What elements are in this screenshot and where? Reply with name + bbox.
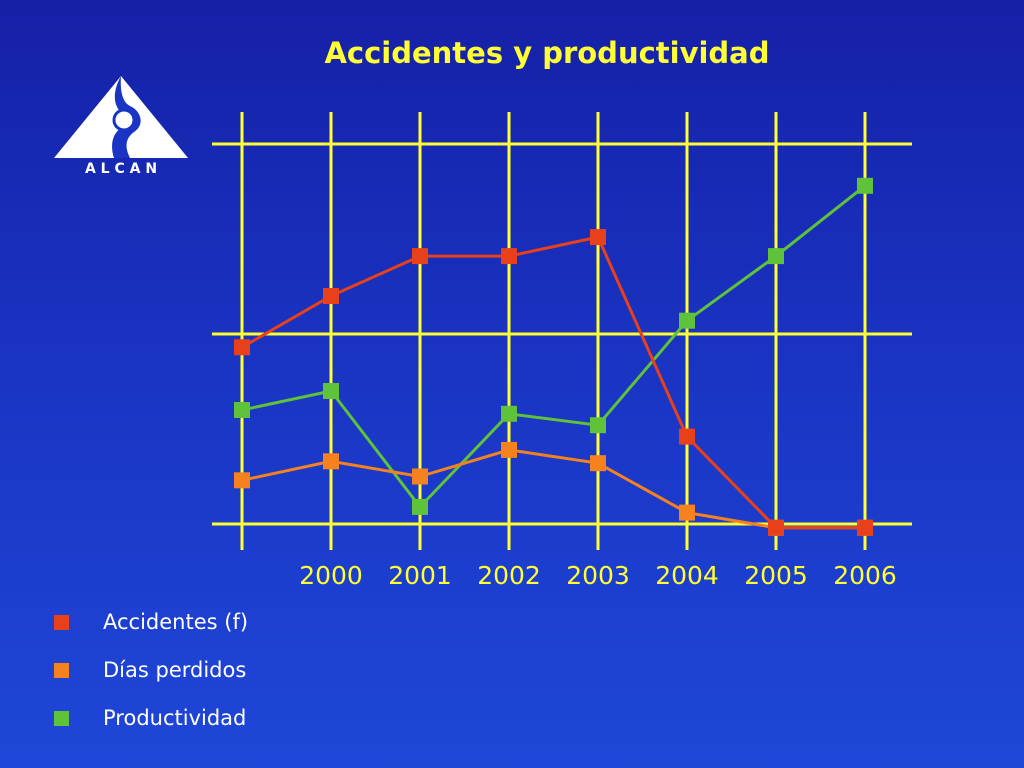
marker-productividad-2 bbox=[412, 498, 428, 515]
marker-dias_perdidos-1 bbox=[323, 453, 339, 470]
series-layer bbox=[234, 177, 873, 536]
legend-label: Días perdidos bbox=[103, 658, 247, 682]
marker-productividad-0 bbox=[234, 402, 250, 418]
marker-dias_perdidos-4 bbox=[590, 455, 606, 472]
legend-swatch-productividad bbox=[54, 710, 69, 726]
marker-dias_perdidos-2 bbox=[412, 468, 428, 485]
legend-item-productividad: Productividad bbox=[54, 694, 248, 742]
legend: Accidentes (f) Días perdidos Productivid… bbox=[54, 598, 248, 742]
marker-productividad-3 bbox=[501, 405, 517, 422]
series-line-productividad bbox=[241, 184, 866, 510]
marker-accidentes-0 bbox=[234, 339, 250, 356]
x-tick-label-2003: 2003 bbox=[566, 561, 630, 590]
grid-layer bbox=[212, 112, 912, 550]
legend-swatch-dias-perdidos bbox=[54, 662, 69, 678]
x-tick-label-2000: 2000 bbox=[299, 561, 363, 590]
series-productividad bbox=[234, 177, 873, 515]
marker-accidentes-3 bbox=[501, 248, 517, 265]
legend-item-accidentes: Accidentes (f) bbox=[54, 598, 248, 646]
x-tick-labels: 2000 2001 2002 2003 2004 2005 2006 bbox=[299, 561, 897, 590]
alcan-logo: A L C A N bbox=[54, 76, 188, 176]
marker-accidentes-6 bbox=[768, 519, 784, 536]
marker-productividad-6 bbox=[768, 248, 784, 265]
x-tick-label-2004: 2004 bbox=[655, 561, 719, 590]
marker-productividad-1 bbox=[323, 383, 339, 399]
legend-swatch-accidentes bbox=[54, 614, 69, 630]
marker-accidentes-1 bbox=[323, 288, 339, 304]
x-tick-label-2005: 2005 bbox=[744, 561, 808, 590]
marker-accidentes-4 bbox=[590, 229, 606, 246]
series-line-dias_perdidos bbox=[241, 448, 865, 530]
slide-title: Accidentes y productividad bbox=[324, 36, 770, 70]
marker-dias_perdidos-5 bbox=[679, 504, 695, 521]
x-tick-label-2002: 2002 bbox=[477, 561, 541, 590]
legend-label: Productividad bbox=[103, 706, 247, 730]
x-tick-label-2006: 2006 bbox=[833, 561, 897, 590]
logo-text: A L C A N bbox=[85, 161, 157, 176]
series-accidentes bbox=[234, 229, 873, 536]
marker-productividad-7 bbox=[857, 177, 873, 194]
logo-circle bbox=[112, 108, 136, 132]
x-tick-label-2001: 2001 bbox=[388, 561, 452, 590]
series-line-accidentes bbox=[241, 235, 865, 530]
marker-accidentes-2 bbox=[412, 248, 428, 265]
legend-item-dias-perdidos: Días perdidos bbox=[54, 646, 248, 694]
marker-accidentes-5 bbox=[679, 428, 695, 445]
marker-dias_perdidos-3 bbox=[501, 441, 517, 458]
marker-productividad-5 bbox=[679, 312, 695, 329]
marker-accidentes-7 bbox=[857, 519, 873, 536]
marker-productividad-4 bbox=[590, 417, 606, 434]
marker-dias_perdidos-0 bbox=[234, 472, 250, 489]
legend-label: Accidentes (f) bbox=[103, 610, 249, 634]
